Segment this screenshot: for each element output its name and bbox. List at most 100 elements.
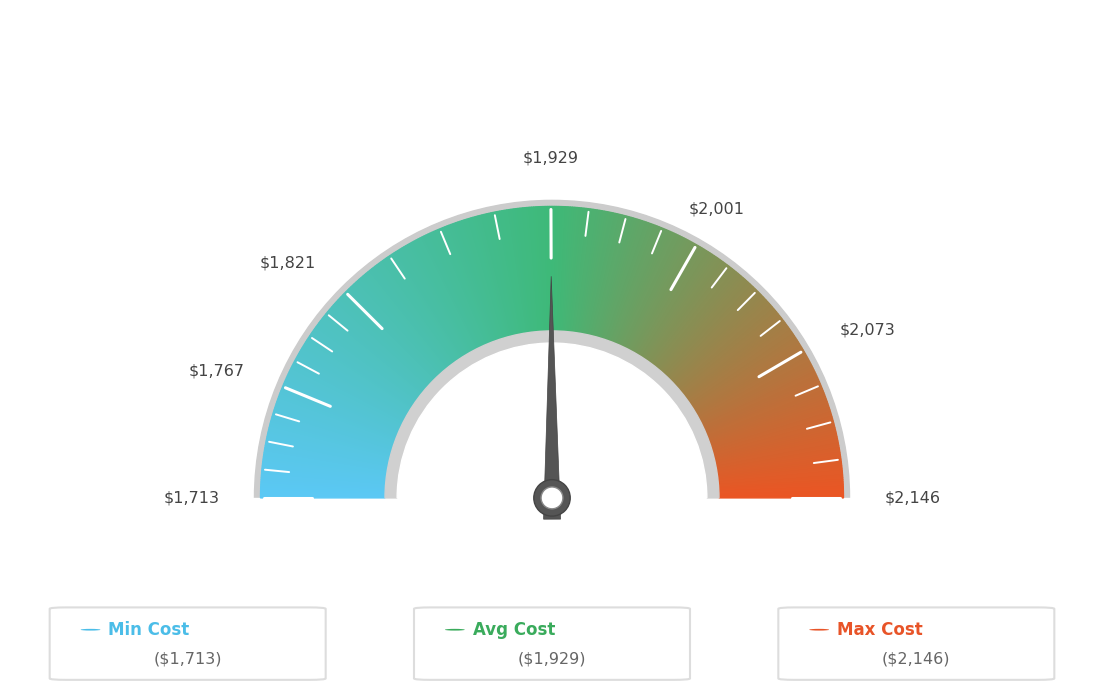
Wedge shape <box>535 207 544 331</box>
Wedge shape <box>276 404 394 445</box>
Wedge shape <box>629 239 689 351</box>
Wedge shape <box>438 228 488 344</box>
Wedge shape <box>386 257 458 361</box>
Wedge shape <box>518 208 533 332</box>
Wedge shape <box>312 331 415 403</box>
Wedge shape <box>279 393 396 439</box>
Wedge shape <box>262 477 385 487</box>
Wedge shape <box>278 395 396 440</box>
Wedge shape <box>609 224 655 342</box>
Wedge shape <box>509 209 529 333</box>
FancyBboxPatch shape <box>50 607 326 680</box>
Wedge shape <box>588 213 618 335</box>
Wedge shape <box>261 495 385 498</box>
Wedge shape <box>262 466 386 481</box>
Wedge shape <box>286 378 400 431</box>
Wedge shape <box>708 395 826 440</box>
Wedge shape <box>273 412 392 450</box>
Wedge shape <box>646 257 718 361</box>
Wedge shape <box>420 237 477 349</box>
Wedge shape <box>370 269 448 368</box>
Wedge shape <box>264 450 388 472</box>
Wedge shape <box>320 319 420 397</box>
Wedge shape <box>265 448 388 471</box>
Wedge shape <box>477 215 510 337</box>
Circle shape <box>445 629 465 631</box>
Wedge shape <box>307 338 413 407</box>
Wedge shape <box>452 224 496 342</box>
Wedge shape <box>268 430 390 460</box>
Circle shape <box>809 629 829 631</box>
Wedge shape <box>669 290 758 380</box>
Wedge shape <box>449 224 495 342</box>
Wedge shape <box>261 484 385 491</box>
Wedge shape <box>498 211 522 334</box>
Wedge shape <box>410 242 471 352</box>
Wedge shape <box>601 219 640 339</box>
Wedge shape <box>633 242 694 352</box>
Wedge shape <box>363 275 445 371</box>
Wedge shape <box>562 207 573 331</box>
Wedge shape <box>262 469 386 482</box>
Wedge shape <box>661 278 745 373</box>
Wedge shape <box>636 246 700 354</box>
Wedge shape <box>262 471 385 484</box>
Wedge shape <box>572 208 588 333</box>
Wedge shape <box>590 214 620 335</box>
Wedge shape <box>267 432 390 462</box>
Wedge shape <box>597 217 634 337</box>
Wedge shape <box>326 312 423 393</box>
Wedge shape <box>261 482 385 490</box>
Wedge shape <box>376 264 453 364</box>
Wedge shape <box>702 372 816 427</box>
Wedge shape <box>682 315 781 395</box>
Wedge shape <box>379 262 454 364</box>
Wedge shape <box>718 459 841 477</box>
Wedge shape <box>684 319 784 397</box>
Text: ($1,929): ($1,929) <box>518 651 586 667</box>
Wedge shape <box>591 215 623 336</box>
Wedge shape <box>683 317 783 395</box>
Wedge shape <box>466 219 505 338</box>
Wedge shape <box>719 493 843 497</box>
Wedge shape <box>266 441 389 466</box>
Wedge shape <box>426 234 481 347</box>
Wedge shape <box>637 247 702 355</box>
Wedge shape <box>677 305 772 388</box>
Wedge shape <box>658 273 740 370</box>
Wedge shape <box>719 473 842 485</box>
Wedge shape <box>715 441 838 466</box>
Wedge shape <box>338 298 431 384</box>
Wedge shape <box>714 432 837 462</box>
Wedge shape <box>415 239 475 351</box>
Wedge shape <box>716 450 840 472</box>
Wedge shape <box>650 262 725 364</box>
Wedge shape <box>564 207 575 331</box>
Wedge shape <box>325 314 423 393</box>
Wedge shape <box>645 255 715 359</box>
Wedge shape <box>488 213 517 335</box>
Wedge shape <box>666 284 752 376</box>
Wedge shape <box>507 210 528 333</box>
Wedge shape <box>698 355 807 417</box>
Wedge shape <box>359 278 443 373</box>
FancyBboxPatch shape <box>778 607 1054 680</box>
Wedge shape <box>575 209 595 333</box>
Wedge shape <box>716 453 840 473</box>
Wedge shape <box>718 455 840 475</box>
Wedge shape <box>288 372 402 427</box>
Circle shape <box>541 487 563 509</box>
Wedge shape <box>315 326 417 401</box>
Wedge shape <box>266 437 389 464</box>
Wedge shape <box>459 221 500 339</box>
Wedge shape <box>606 222 648 340</box>
Circle shape <box>81 629 100 631</box>
Wedge shape <box>693 342 799 410</box>
Wedge shape <box>300 350 408 414</box>
Wedge shape <box>660 276 743 372</box>
Wedge shape <box>587 213 616 335</box>
Wedge shape <box>700 364 811 422</box>
Wedge shape <box>719 482 843 490</box>
Wedge shape <box>516 208 532 333</box>
Wedge shape <box>263 457 386 475</box>
